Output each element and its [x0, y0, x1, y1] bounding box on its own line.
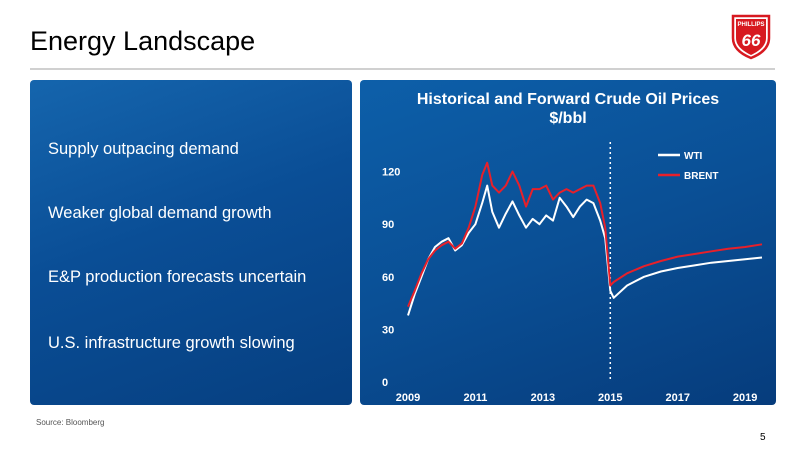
logo-text-top: PHILLIPS: [737, 22, 764, 28]
y-tick-label: 90: [382, 219, 394, 231]
source-note: Source: Bloomberg: [36, 418, 105, 427]
x-tick-label: 2017: [665, 392, 689, 404]
y-tick-label: 60: [382, 272, 394, 284]
bullet-3: E&P production forecasts uncertain: [48, 268, 307, 286]
bullet-2: Weaker global demand growth: [48, 204, 272, 222]
x-tick-label: 2015: [598, 392, 622, 404]
series-line-brent: [407, 161, 763, 307]
slide-title: Energy Landscape: [30, 26, 256, 56]
bullet-panel: Supply outpacing demand Weaker global de…: [30, 80, 352, 405]
logo-text-main: 66: [742, 31, 761, 50]
chart-subtitle: $/bbl: [549, 110, 587, 127]
chart-title: Historical and Forward Crude Oil Prices: [416, 91, 720, 108]
x-tick-label: 2011: [463, 392, 487, 404]
title-divider: [30, 68, 775, 70]
y-tick-label: 0: [382, 377, 388, 389]
x-tick-label: 2019: [733, 392, 757, 404]
series-line-wti: [407, 184, 763, 316]
bullet-4: U.S. infrastructure growth slowing: [48, 334, 295, 352]
legend-label-wti: WTI: [684, 151, 703, 162]
page-number: 5: [760, 432, 766, 443]
chart-panel: Historical and Forward Crude Oil Prices …: [360, 80, 776, 405]
oil-price-chart: 0 30 60 90 120 2009 2011 2013 2015 2017 2019 WTI BRE…: [382, 142, 763, 404]
y-tick-label: 120: [382, 167, 400, 179]
bullet-1: Supply outpacing demand: [48, 140, 239, 158]
x-tick-label: 2009: [396, 392, 420, 404]
legend-label-brent: BRENT: [684, 171, 718, 182]
x-tick-label: 2013: [531, 392, 555, 404]
y-tick-label: 30: [382, 324, 394, 336]
phillips-66-logo-icon: PHILLIPS 66: [731, 14, 771, 60]
